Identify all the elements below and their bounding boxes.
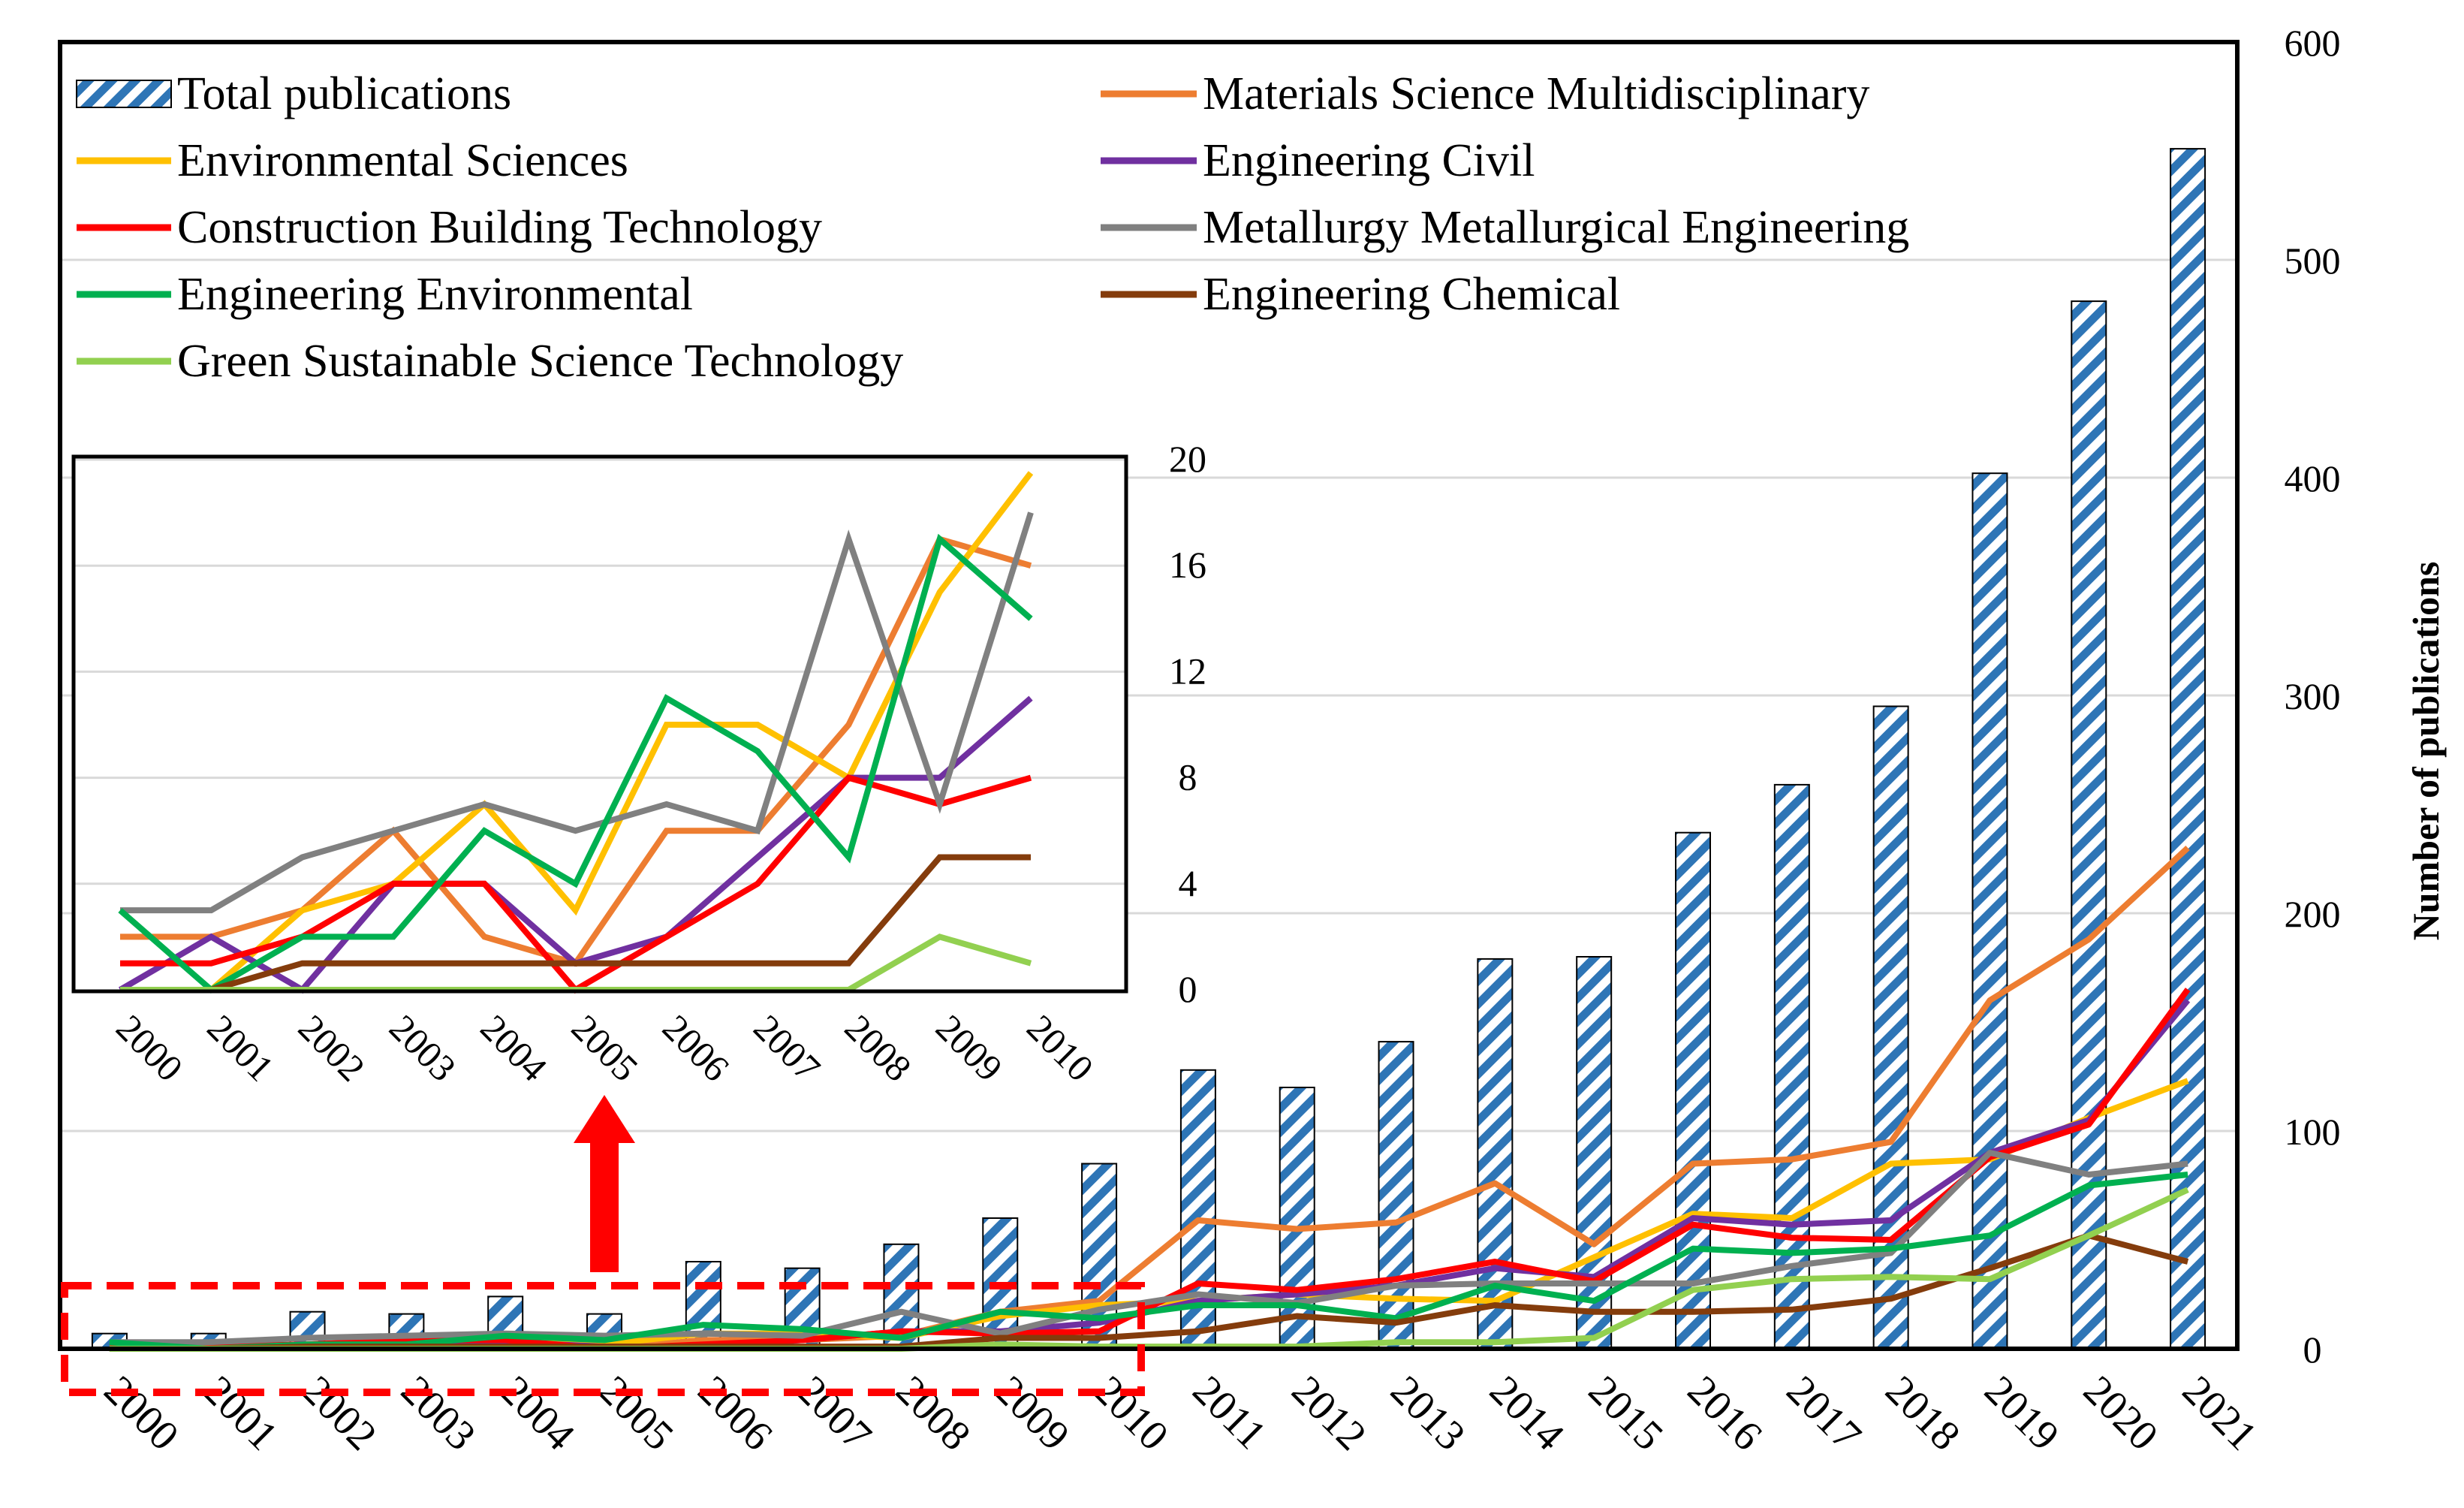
- inset-x-tick-label: 2000: [108, 1006, 191, 1089]
- main-x-tick-label: 2017: [1778, 1367, 1870, 1459]
- legend-label-engineering-environmental: Engineering Environmental: [177, 269, 693, 320]
- inset-line-environmental-sciences: [120, 471, 1034, 993]
- main-x-tick-label: 2019: [1975, 1367, 2068, 1459]
- legend-label-environmental-sciences: Environmental Sciences: [177, 135, 628, 186]
- inset-x-tick-label: 2006: [655, 1006, 737, 1089]
- legend: Total publications Environmental Sciences…: [76, 68, 1909, 387]
- inset-line-engineering-chemical: [120, 854, 1031, 993]
- legend-label-engineering-chemical: Engineering Chemical: [1203, 269, 1620, 320]
- line-engineering-environmental: [109, 1172, 2188, 1352]
- inset-x-tick-label: 2003: [381, 1006, 464, 1089]
- main-x-tick-label: 2014: [1481, 1367, 1573, 1459]
- main-y-tick-label: 200: [2285, 893, 2341, 935]
- inset-x-tick-label: 2008: [837, 1006, 920, 1089]
- main-plot-frame: [58, 40, 2240, 1351]
- main-x-tick-label: 2005: [590, 1367, 682, 1459]
- main-y-axis-title: Number of publications: [2405, 562, 2447, 941]
- main-x-tick-label: 2015: [1580, 1367, 1672, 1459]
- legend-label-materials-science-multidisciplinary: Materials Science Multidisciplinary: [1203, 68, 1869, 119]
- inset-y-tick-label: 16: [1169, 544, 1206, 586]
- bar-total-publications-2015: [1576, 956, 1613, 1350]
- arrow-head: [574, 1095, 635, 1143]
- inset-line-metallurgy-metallurgical-engineering: [120, 511, 1034, 914]
- bar-total-publications-2013: [1378, 1041, 1414, 1350]
- line-metallurgy-metallurgical-engineering: [109, 1150, 2188, 1346]
- inset-y-tick-label: 12: [1169, 650, 1206, 692]
- main-y-tick-label: 500: [2285, 240, 2341, 282]
- main-x-tick-label: 2008: [887, 1367, 979, 1459]
- main-y-tick-labels: 0 100 200 300 400 500 600: [2285, 22, 2341, 1371]
- highlight-box: [61, 1282, 1145, 1396]
- main-y-tick-label: 100: [2285, 1111, 2341, 1153]
- legend-label-green-sustainable-science-technology: Green Sustainable Science Technology: [177, 336, 903, 387]
- bar-total-publications-2021: [2170, 148, 2206, 1350]
- inset-y-tick-label: 20: [1169, 438, 1206, 480]
- inset-x-tick-label: 2001: [200, 1006, 282, 1089]
- inset-x-tick-labels: 2000 2001 2002 2003 2004 2005 2006 2007 2008 2009…: [108, 1006, 1101, 1089]
- bar-total-publications-2016: [1675, 831, 1711, 1350]
- main-x-tick-label: 2012: [1283, 1367, 1375, 1459]
- main-x-tick-label: 2006: [689, 1367, 782, 1459]
- inset-y-tick-label: 0: [1179, 968, 1197, 1010]
- legend-label-metallurgy-metallurgical-engineering: Metallurgy Metallurgical Engineering: [1203, 202, 1909, 253]
- inset-y-tick-label: 4: [1179, 862, 1197, 904]
- inset-line-engineering-environmental: [118, 533, 1033, 994]
- legend-label-total-publications: Total publications: [177, 68, 511, 119]
- legend-label-engineering-civil: Engineering Civil: [1203, 135, 1535, 186]
- main-x-tick-label: 2004: [491, 1367, 583, 1459]
- legend-swatch-total-publications: [76, 80, 172, 108]
- main-y-tick-label: 0: [2303, 1329, 2322, 1371]
- main-x-tick-label: 2016: [1679, 1367, 1771, 1459]
- inset-background: [74, 457, 1126, 991]
- main-y-tick-label: 300: [2285, 675, 2341, 717]
- inset-x-tick-label: 2004: [472, 1006, 555, 1089]
- main-x-tick-label: 2020: [2074, 1367, 2167, 1459]
- inset-y-tick-label: 8: [1179, 756, 1197, 798]
- inset-x-tick-label: 2010: [1019, 1006, 1101, 1089]
- main-x-tick-label: 2007: [788, 1367, 880, 1459]
- inset-plot-frame: [71, 454, 1128, 994]
- main-x-tick-label: 2011: [1184, 1367, 1276, 1458]
- arrow-shaft: [590, 1140, 619, 1272]
- main-x-tick-label: 2013: [1381, 1367, 1474, 1459]
- inset-x-tick-label: 2002: [291, 1006, 373, 1089]
- bar-total-publications-2019: [1972, 472, 2008, 1350]
- main-y-tick-label: 600: [2285, 22, 2341, 64]
- inset-x-tick-label: 2005: [564, 1006, 646, 1089]
- main-x-tick-label: 2002: [293, 1367, 385, 1459]
- main-x-tick-label: 2021: [2173, 1367, 2266, 1459]
- inset-x-tick-label: 2007: [746, 1006, 828, 1089]
- main-y-tick-label: 400: [2285, 457, 2341, 499]
- main-x-tick-label: 2009: [986, 1367, 1078, 1459]
- inset-x-tick-label: 2009: [928, 1006, 1011, 1089]
- inset-y-tick-labels: 0 4 8 12 16 20: [1169, 438, 1206, 1010]
- inset-gridlines: [74, 458, 1126, 885]
- main-x-tick-labels: 2000 2001 2002 2003 2004 2005 2006 2007 2008 2009…: [95, 1367, 2266, 1459]
- legend-label-construction-building-technology: Construction Building Technology: [177, 202, 822, 253]
- main-x-tick-label: 2000: [95, 1367, 188, 1459]
- main-x-tick-label: 2001: [194, 1367, 287, 1459]
- main-x-tick-label: 2018: [1876, 1367, 1968, 1459]
- main-x-tick-label: 2010: [1085, 1367, 1177, 1459]
- main-x-tick-label: 2003: [392, 1367, 484, 1459]
